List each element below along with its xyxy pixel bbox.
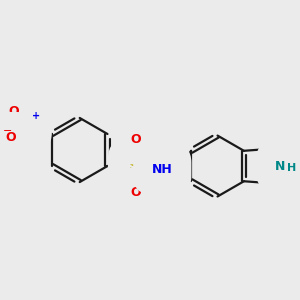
Text: −: −: [3, 126, 13, 136]
Text: N: N: [23, 119, 33, 133]
Text: S: S: [129, 159, 139, 173]
Text: H: H: [287, 163, 296, 173]
Text: O: O: [130, 187, 141, 200]
Text: O: O: [130, 133, 141, 146]
Text: NH: NH: [152, 163, 173, 176]
Text: +: +: [32, 111, 40, 121]
Text: N: N: [275, 160, 285, 172]
Text: O: O: [5, 131, 16, 144]
Text: O: O: [8, 105, 19, 118]
